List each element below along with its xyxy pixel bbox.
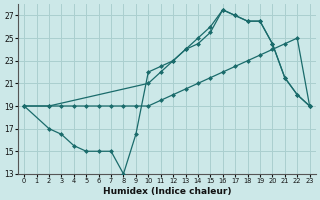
X-axis label: Humidex (Indice chaleur): Humidex (Indice chaleur) [103,187,231,196]
